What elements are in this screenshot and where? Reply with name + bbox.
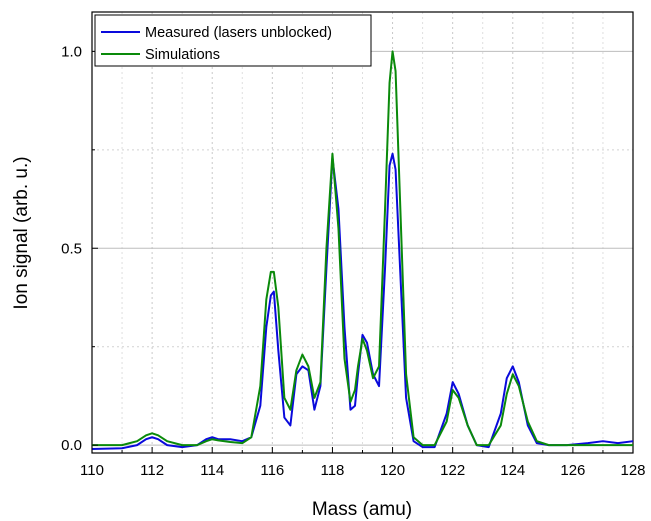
x-tick-label: 128	[620, 462, 645, 479]
x-tick-label: 118	[320, 462, 344, 479]
x-tick-label: 122	[440, 462, 465, 479]
x-tick-label: 124	[500, 462, 525, 479]
x-tick-labels: 110 112 114 116 118 120 122 124 126 128	[80, 462, 645, 479]
grid	[92, 12, 633, 453]
x-tick-label: 120	[380, 462, 405, 479]
legend: Measured (lasers unblocked) Simulations	[94, 14, 372, 67]
series-layer	[91, 50, 634, 451]
series-line-measured	[91, 152, 634, 451]
y-tick-label: 1.0	[61, 43, 82, 60]
x-tick-label: 126	[560, 462, 585, 479]
y-axis-title: Ion signal (arb. u.)	[11, 156, 32, 309]
axis-ticks	[91, 50, 634, 453]
legend-label-simulations: Simulations	[145, 47, 220, 63]
x-axis-title: Mass (amu)	[312, 499, 412, 520]
legend-box	[94, 14, 372, 67]
legend-label-measured: Measured (lasers unblocked)	[145, 25, 332, 41]
series-line-simulations	[92, 50, 633, 447]
x-tick-label: 116	[260, 462, 284, 479]
y-tick-label: 0.5	[61, 240, 82, 257]
y-tick-label: 0.0	[61, 437, 82, 454]
y-tick-labels: 0.0 0.5 1.0	[61, 43, 82, 454]
x-tick-label: 114	[200, 462, 224, 479]
x-tick-label: 110	[80, 462, 104, 479]
x-tick-label: 112	[140, 462, 164, 479]
